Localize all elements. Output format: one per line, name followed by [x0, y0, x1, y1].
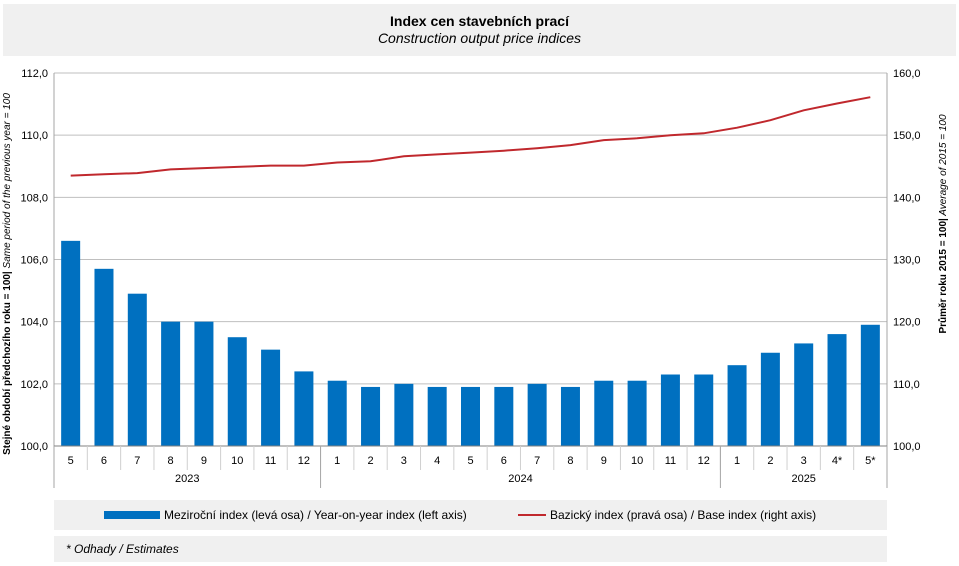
y-right-tick-label: 150,0 [893, 130, 921, 142]
bar [461, 386, 480, 446]
x-tick-label: 12 [298, 455, 310, 467]
y-right-tick-label: 110,0 [893, 379, 920, 391]
x-tick-label: 8 [168, 455, 174, 467]
x-tick-label: 6 [101, 455, 107, 467]
x-tick-label: 1 [734, 455, 740, 467]
x-tick-label: 5* [865, 455, 876, 467]
x-tick-label: 10 [631, 455, 643, 467]
x-tick-label: 2 [767, 455, 773, 467]
y-right-tick-label: 130,0 [893, 255, 921, 267]
x-tick-label: 5 [467, 455, 473, 467]
y-left-axis-title: Stejné období předchozího roku = 100| Sa… [2, 93, 13, 455]
y-left-tick-label: 106,0 [20, 255, 48, 267]
bar [227, 337, 247, 446]
x-tick-label: 8 [567, 455, 573, 467]
bar [94, 268, 114, 446]
x-tick-label: 11 [265, 455, 276, 467]
legend: Meziroční index (levá osa) / Year-on-yea… [54, 500, 887, 530]
y-right-tick-label: 160,0 [893, 68, 921, 80]
y-right-tick-label: 140,0 [893, 192, 921, 204]
bar [61, 240, 81, 446]
bar [194, 321, 214, 446]
bar [827, 334, 847, 446]
y-left-tick-label: 104,0 [20, 317, 48, 329]
x-tick-label: 10 [231, 455, 243, 467]
legend-line-label: Bazický index (pravá osa) / Base index (… [550, 508, 817, 522]
x-tick-label: 3 [401, 455, 407, 467]
chart-subtitle: Construction output price indices [377, 30, 582, 46]
x-tick-label: 7 [534, 455, 540, 467]
x-tick-label: 6 [501, 455, 507, 467]
y-right-tick-label: 120,0 [893, 317, 921, 329]
x-tick-label: 4 [434, 455, 440, 467]
bar [660, 374, 680, 446]
bar [127, 293, 147, 446]
bar [794, 343, 814, 446]
bar [161, 321, 181, 446]
x-tick-label: 5 [68, 455, 74, 467]
legend-line-swatch [518, 514, 546, 516]
x-tick-label: 9 [201, 455, 207, 467]
x-tick-label: 3 [801, 455, 807, 467]
year-label: 2023 [175, 473, 199, 485]
bar [727, 365, 747, 446]
y-left-tick-label: 108,0 [20, 192, 48, 204]
bar [760, 352, 780, 446]
bar [527, 383, 547, 446]
chart-title-panel: Index cen stavebních prací Construction … [3, 4, 956, 56]
bar [627, 380, 647, 446]
bar [427, 386, 447, 446]
legend-bar-label: Meziroční index (levá osa) / Year-on-yea… [164, 508, 467, 522]
bar [494, 386, 514, 446]
bar [394, 383, 414, 446]
footnote-panel: * Odhady / Estimates [54, 536, 887, 562]
bar [294, 371, 314, 446]
y-left-tick-label: 102,0 [20, 379, 48, 391]
x-tick-label: 4* [832, 455, 843, 467]
x-tick-label: 2 [367, 455, 373, 467]
y-left-tick-label: 112,0 [21, 68, 48, 80]
bar [327, 380, 347, 446]
year-label: 2024 [508, 473, 532, 485]
chart-svg: 100,0 102,0 104,0 106,0 108,0 110,0 112,0 100,0… [2, 68, 949, 488]
base-index-line [70, 96, 871, 177]
x-tick-label: 7 [134, 455, 140, 467]
footnote: * Odhady / Estimates [66, 542, 179, 556]
x-tick-label: 1 [334, 455, 340, 467]
bar [361, 386, 381, 446]
y-right-tick-label: 100,0 [893, 441, 921, 453]
x-tick-label: 11 [665, 455, 676, 467]
x-tick-label: 12 [698, 455, 710, 467]
bar [560, 386, 580, 446]
bar [594, 380, 614, 446]
y-left-tick-label: 110,0 [21, 130, 48, 142]
bar [261, 349, 281, 446]
x-tick-label: 9 [601, 455, 607, 467]
bar [694, 374, 714, 446]
y-left-tick-label: 100,0 [20, 441, 48, 453]
legend-bar-swatch [104, 511, 160, 519]
chart-title: Index cen stavebních prací [390, 13, 569, 29]
bar [860, 324, 880, 446]
year-label: 2025 [791, 473, 815, 485]
y-right-axis-title: Průměr roku 2015 = 100| Average of 2015 … [937, 114, 949, 334]
